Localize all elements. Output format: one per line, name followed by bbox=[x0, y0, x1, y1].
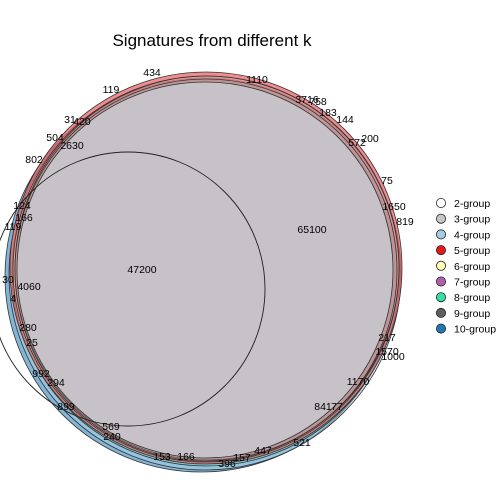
region-count-label: 4060 bbox=[17, 281, 41, 293]
region-count-label: 1650 bbox=[382, 201, 406, 213]
legend-label: 8-group bbox=[454, 292, 490, 304]
legend-swatch bbox=[435, 260, 446, 271]
region-count-label: 166 bbox=[177, 451, 195, 463]
legend-label: 10-group bbox=[454, 324, 496, 336]
region-count-label: 1110 bbox=[246, 74, 268, 86]
region-count-label: 572 bbox=[348, 137, 366, 149]
region-count-label: 157 bbox=[233, 452, 251, 464]
region-count-label: 899 bbox=[57, 401, 75, 413]
region-count-label: 1570 bbox=[375, 346, 399, 358]
region-count-label: 1170 bbox=[347, 376, 370, 388]
region-count-label: 841 bbox=[314, 401, 332, 413]
region-count-label: 819 bbox=[396, 216, 414, 228]
region-count-label: 25 bbox=[26, 337, 38, 349]
region-count-label: 280 bbox=[19, 322, 37, 334]
region-count-label: 420 bbox=[73, 116, 91, 128]
region-count-label: 153 bbox=[153, 451, 171, 463]
legend-swatch bbox=[435, 213, 446, 224]
region-count-label: 77 bbox=[331, 401, 343, 413]
region-count-label: 4 bbox=[10, 293, 16, 305]
region-count-label: 1000 bbox=[381, 351, 405, 363]
region-count-label: 294 bbox=[47, 377, 65, 389]
chart-title: Signatures from different k bbox=[112, 31, 312, 50]
region-count-label: 992 bbox=[32, 368, 50, 380]
legend-swatch bbox=[435, 307, 446, 318]
venn-circles bbox=[0, 71, 403, 473]
region-count-label: 119 bbox=[103, 84, 120, 96]
region-count-label: 166 bbox=[15, 212, 33, 224]
legend-swatch bbox=[435, 229, 446, 240]
region-count-label: 31 bbox=[64, 114, 76, 126]
legend-label: 5-group bbox=[454, 245, 490, 257]
legend-swatch bbox=[435, 292, 446, 303]
region-count-label: 200 bbox=[361, 133, 379, 145]
region-count-label: 3716 bbox=[295, 94, 319, 106]
legend: 2-group 3-group 4-group 5-group 6-group 7-gro… bbox=[435, 197, 496, 336]
legend-label: 4-group bbox=[454, 229, 490, 241]
legend-swatch bbox=[435, 197, 446, 208]
set-3-group bbox=[16, 81, 394, 459]
region-count-label: 504 bbox=[46, 132, 64, 144]
set-2-group bbox=[0, 151, 266, 427]
region-count-label: 75 bbox=[381, 175, 393, 187]
region-count-label: 47200 bbox=[127, 264, 156, 276]
region-count-label: 240 bbox=[103, 431, 121, 443]
region-count-label: 802 bbox=[25, 154, 43, 166]
region-count-label: 124 bbox=[13, 200, 31, 212]
region-count-label: 144 bbox=[336, 114, 354, 126]
region-count-label: 569 bbox=[102, 421, 120, 433]
region-count-label: 65100 bbox=[297, 224, 326, 236]
region-count-label: 396 bbox=[218, 458, 236, 470]
legend-label: 7-group bbox=[454, 277, 490, 289]
region-count-label: 119 bbox=[5, 221, 22, 233]
legend-label: 2-group bbox=[454, 198, 490, 210]
legend-label: 3-group bbox=[454, 214, 490, 226]
legend-swatch bbox=[435, 276, 446, 287]
legend-swatch bbox=[435, 245, 446, 256]
region-count-label: 758 bbox=[309, 96, 327, 108]
region-count-label: 2630 bbox=[60, 140, 84, 152]
region-count-label: 217 bbox=[378, 332, 396, 344]
region-count-label: 521 bbox=[293, 437, 311, 449]
legend-swatch bbox=[435, 323, 446, 334]
region-count-label: 183 bbox=[319, 107, 337, 119]
region-count-label: 434 bbox=[143, 67, 161, 79]
region-count-label: 30 bbox=[2, 274, 14, 286]
legend-label: 6-group bbox=[454, 261, 490, 273]
legend-label: 9-group bbox=[454, 308, 490, 320]
region-count-label: 447 bbox=[254, 445, 272, 457]
